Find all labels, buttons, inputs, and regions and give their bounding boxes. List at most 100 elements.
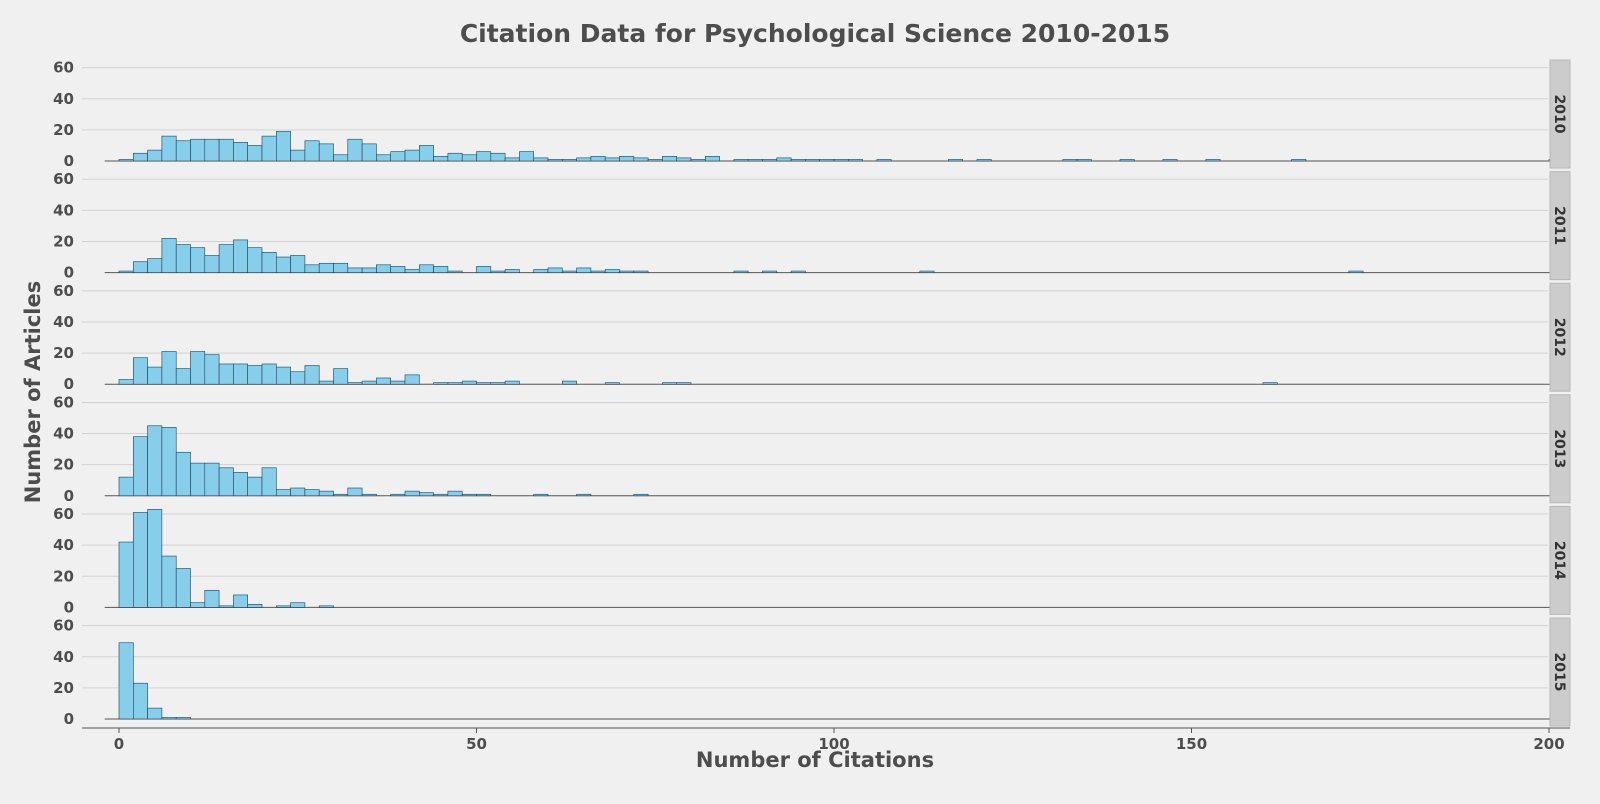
histogram-bar bbox=[290, 487, 306, 497]
histogram-bar bbox=[447, 382, 463, 385]
y-tick-label: 20 bbox=[53, 567, 74, 585]
histogram-bar bbox=[690, 159, 706, 162]
histogram-bar bbox=[976, 159, 992, 162]
histogram-bar bbox=[561, 270, 577, 273]
y-tick-label: 20 bbox=[53, 344, 74, 362]
histogram-bar bbox=[1119, 159, 1135, 162]
y-tick-label: 20 bbox=[53, 232, 74, 250]
y-tick-label: 40 bbox=[53, 201, 74, 219]
histogram-bar bbox=[504, 157, 520, 162]
panel-2015: 0 20 40 60 2015 bbox=[53, 617, 1571, 728]
histogram-bar bbox=[533, 269, 549, 273]
histogram-bar bbox=[361, 267, 377, 273]
histogram-bar bbox=[204, 589, 220, 608]
histogram-bar bbox=[333, 368, 349, 385]
histogram-bar bbox=[404, 149, 420, 162]
histogram-bar bbox=[247, 247, 263, 273]
histogram-bar bbox=[147, 149, 163, 162]
histogram-bar bbox=[361, 493, 377, 497]
histogram-bar bbox=[204, 354, 220, 385]
histogram-bar bbox=[533, 493, 549, 497]
histogram-bar bbox=[347, 267, 363, 273]
histogram-bar bbox=[433, 266, 449, 273]
y-tick-label: 60 bbox=[53, 170, 74, 188]
histogram-bar bbox=[304, 489, 320, 497]
histogram-bar bbox=[647, 159, 663, 162]
histogram-bar bbox=[347, 382, 363, 385]
histogram-bar bbox=[376, 377, 391, 385]
histogram-bar bbox=[790, 270, 806, 273]
y-tick-label: 40 bbox=[53, 313, 74, 331]
panel-2010: 0 20 40 60 2010 bbox=[53, 59, 1571, 170]
facet-strip bbox=[1549, 171, 1571, 281]
facet-label-2011: 2011 bbox=[1551, 206, 1567, 245]
histogram-bar bbox=[876, 159, 892, 162]
histogram-bar bbox=[261, 363, 277, 385]
histogram-bar bbox=[133, 512, 148, 608]
histogram-bar bbox=[290, 602, 306, 608]
histogram-bar bbox=[390, 493, 406, 497]
histogram-bar bbox=[233, 142, 248, 162]
histogram-bar bbox=[561, 159, 577, 162]
histogram-bar bbox=[318, 262, 334, 273]
histogram-bar bbox=[347, 138, 363, 162]
facet-strip bbox=[1549, 59, 1571, 169]
histogram-bar bbox=[261, 135, 277, 162]
histogram-bar bbox=[333, 493, 349, 497]
histogram-bar bbox=[490, 270, 506, 273]
x-axis: 0 50 100 150 200 bbox=[82, 727, 1570, 753]
histogram-bar bbox=[476, 382, 492, 385]
histogram-bar bbox=[190, 138, 206, 162]
histogram-bar bbox=[418, 264, 434, 273]
histogram-bar bbox=[447, 270, 463, 273]
histogram-bar bbox=[118, 642, 134, 720]
histogram-bar bbox=[161, 427, 177, 497]
histogram-bar bbox=[1062, 159, 1078, 162]
histogram-bar bbox=[1162, 159, 1178, 162]
x-tick-label: 150 bbox=[1176, 735, 1207, 753]
histogram-bar bbox=[275, 489, 291, 497]
y-tick-label: 20 bbox=[53, 679, 74, 697]
histogram-bar bbox=[333, 154, 349, 162]
y-tick-label: 40 bbox=[53, 90, 74, 108]
histogram-bar bbox=[576, 267, 592, 273]
histogram-bar bbox=[290, 371, 306, 385]
histogram-bar bbox=[619, 270, 635, 273]
histogram-bar bbox=[204, 255, 220, 273]
histogram-bar bbox=[275, 256, 291, 273]
histogram-bar bbox=[762, 159, 778, 162]
histogram-bar bbox=[247, 476, 263, 497]
histogram-bar bbox=[847, 159, 863, 162]
histogram-bar bbox=[561, 380, 577, 385]
y-tick-label: 60 bbox=[53, 505, 74, 523]
histogram-bar bbox=[218, 244, 234, 273]
histogram-bar bbox=[133, 357, 148, 385]
histogram-bar bbox=[433, 156, 449, 162]
histogram-bar bbox=[147, 509, 163, 608]
facet-strip bbox=[1549, 282, 1571, 392]
histogram-bar bbox=[190, 247, 206, 273]
histogram-bar bbox=[433, 382, 449, 385]
histogram-bar bbox=[633, 157, 649, 162]
histogram-bar bbox=[118, 379, 134, 385]
histogram-bar bbox=[619, 156, 635, 162]
histogram-bar bbox=[790, 159, 806, 162]
histogram-bar bbox=[1262, 382, 1278, 385]
histogram-bar bbox=[275, 605, 291, 608]
histogram-bar bbox=[490, 152, 506, 162]
histogram-bar bbox=[304, 365, 320, 385]
y-tick-label: 40 bbox=[53, 536, 74, 554]
histogram-bar bbox=[662, 382, 678, 385]
histogram-bar bbox=[519, 151, 535, 162]
histogram-bar bbox=[133, 436, 148, 497]
histogram-bar bbox=[218, 138, 234, 162]
histogram-bar bbox=[161, 717, 177, 720]
histogram-bar bbox=[147, 258, 163, 273]
histogram-bar bbox=[318, 490, 334, 497]
x-tick-label: 0 bbox=[114, 735, 124, 753]
histogram-bar bbox=[218, 363, 234, 385]
histogram-bar bbox=[175, 451, 191, 497]
y-tick-label: 60 bbox=[53, 393, 74, 411]
histogram-bar bbox=[461, 493, 477, 497]
